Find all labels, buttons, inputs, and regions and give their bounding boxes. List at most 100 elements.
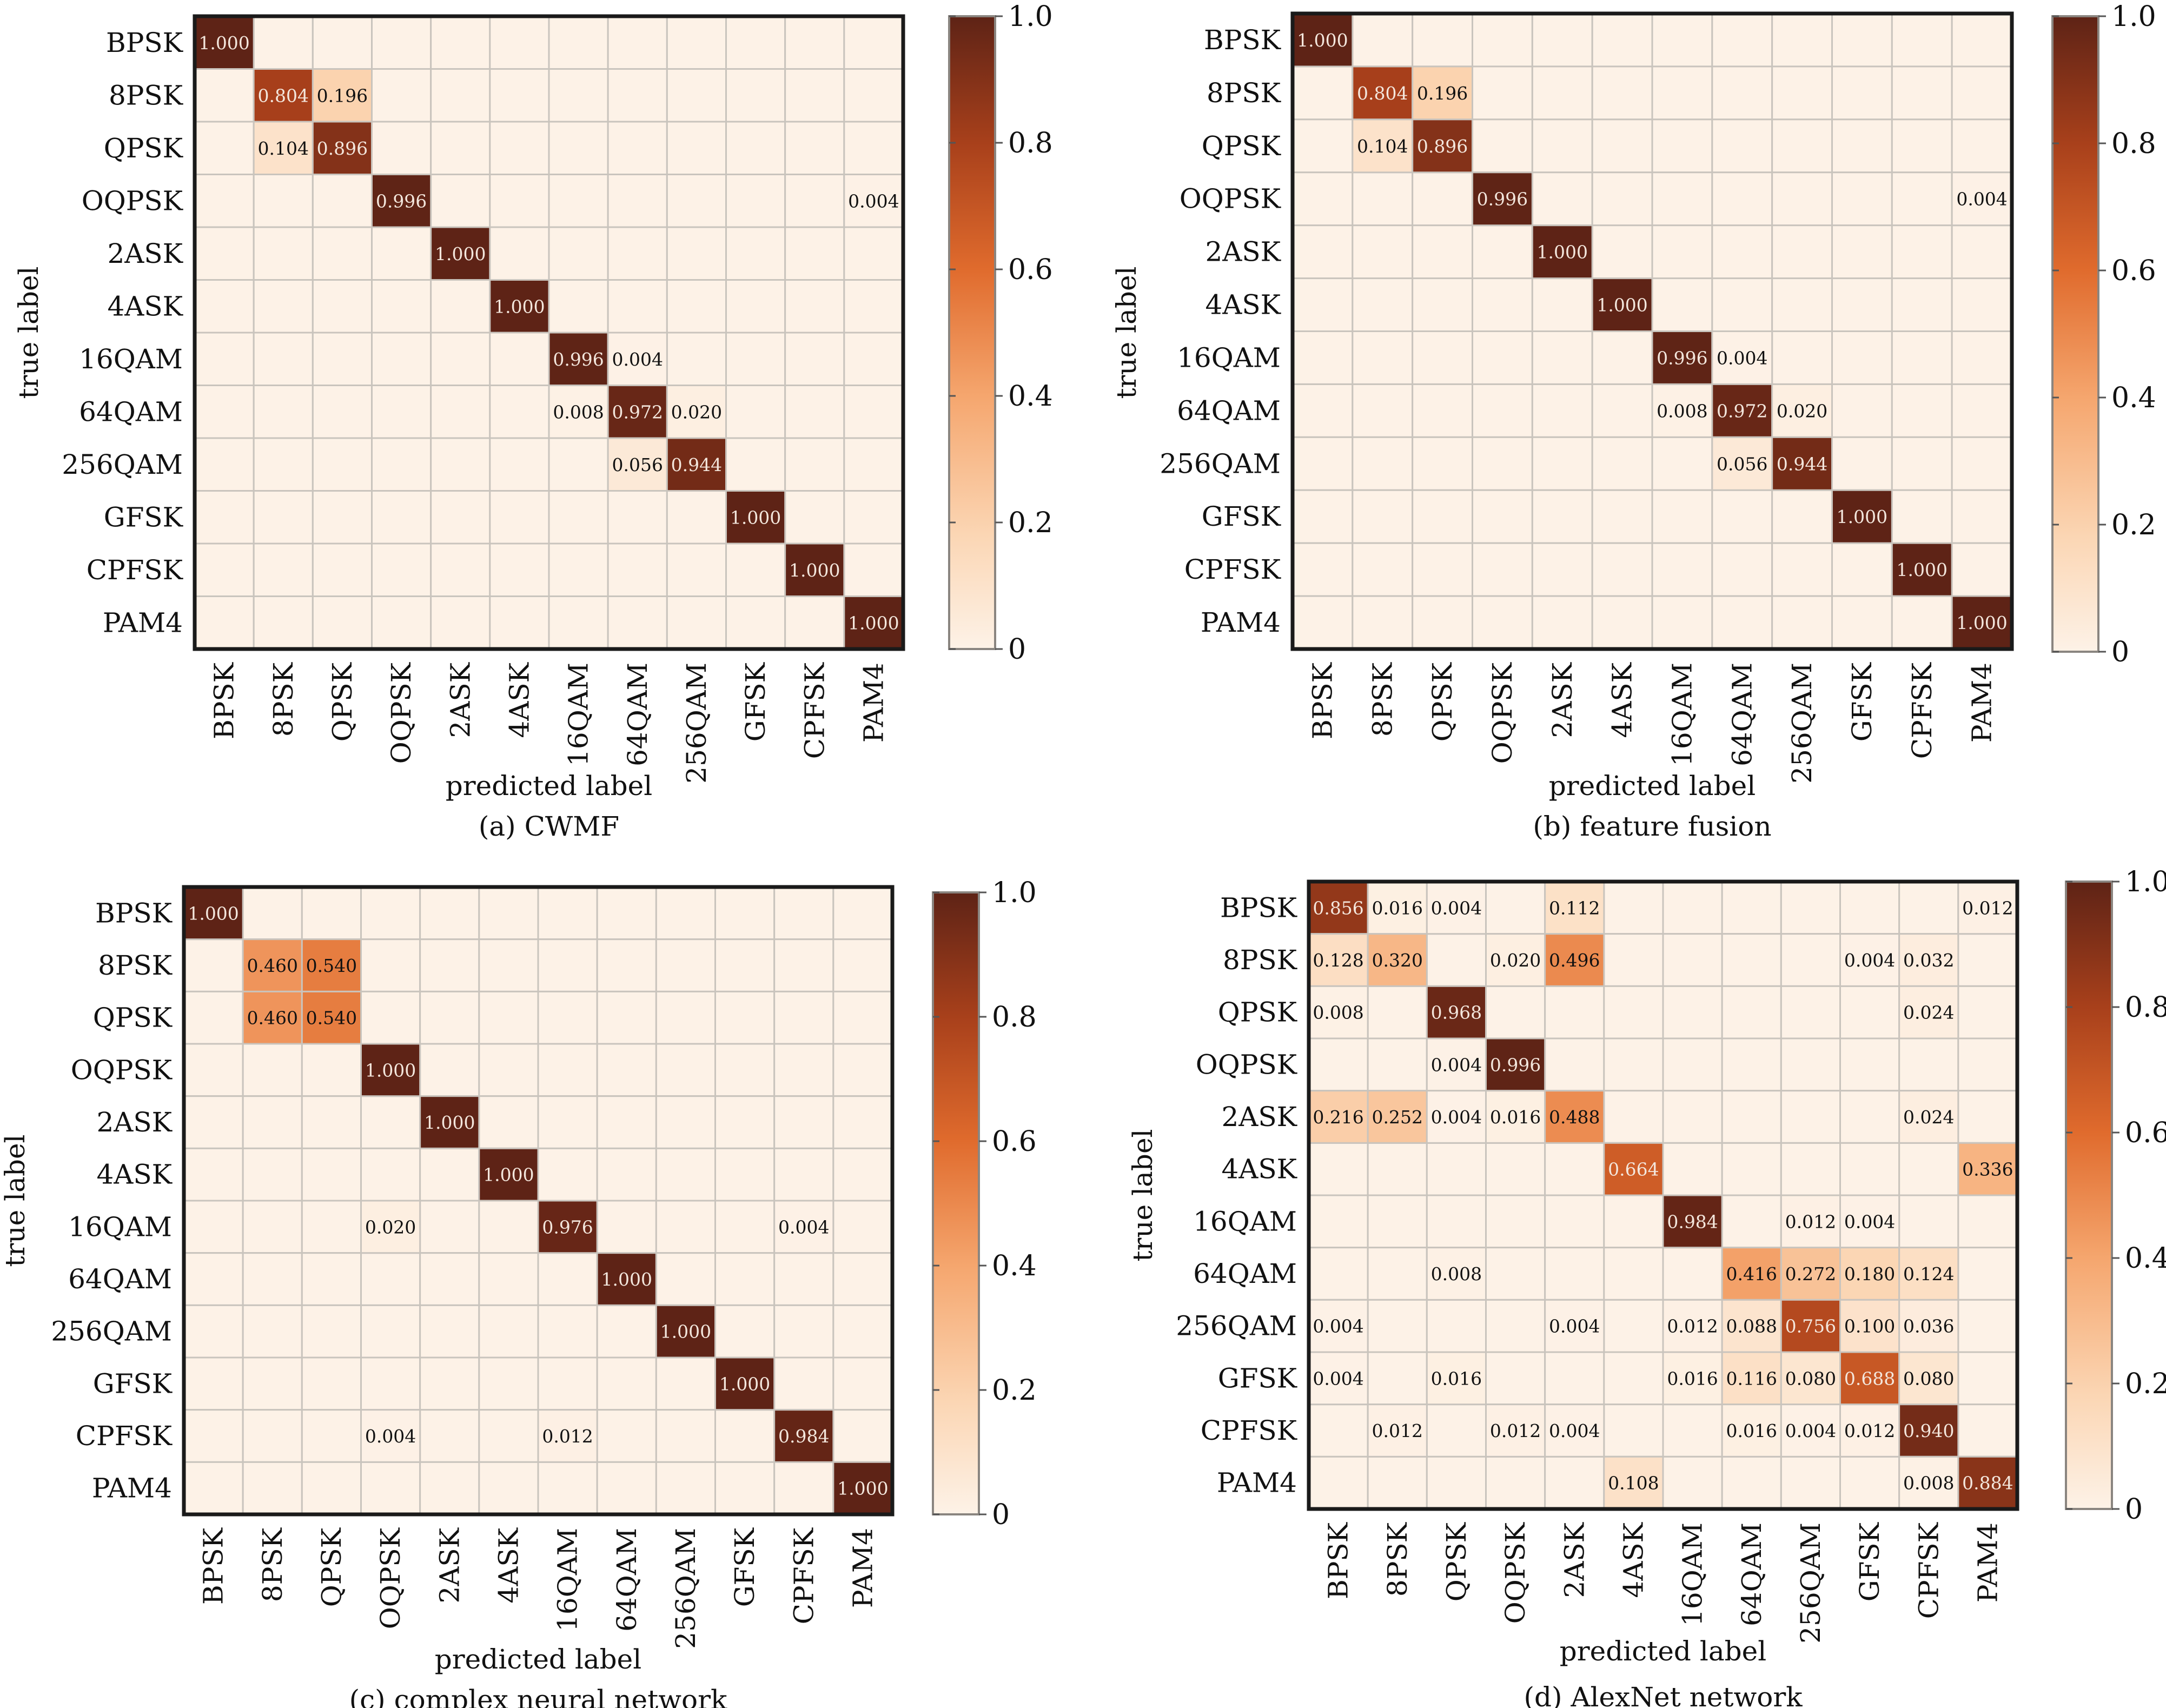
heatmap-cell: [784, 595, 845, 650]
heatmap-cell: [725, 279, 786, 334]
colorbar-tick-label: 0.6: [2125, 1117, 2166, 1149]
heatmap-cell: [843, 332, 904, 386]
heatmap-cell: [242, 1356, 303, 1411]
heatmap-cell: [371, 490, 432, 545]
cell-value-label: 0.004: [365, 1426, 416, 1447]
heatmap-value-cell: [655, 1304, 717, 1359]
heatmap-value-cell: [1780, 1351, 1841, 1406]
heatmap-value-cell: [360, 1409, 421, 1463]
heatmap-cell: [596, 1409, 657, 1463]
heatmap-cell: [832, 1409, 893, 1463]
colorbar-tick-label: 0: [1008, 633, 1026, 666]
heatmap-cell: [784, 68, 845, 123]
heatmap-cell: [194, 542, 255, 597]
heatmap-cell: [1426, 1299, 1487, 1353]
heatmap-cell: [843, 68, 904, 123]
heatmap-cell: [253, 226, 314, 281]
heatmap-cell: [1472, 65, 1533, 121]
cell-value-label: 0.996: [1490, 1054, 1541, 1075]
heatmap-cell: [360, 1147, 421, 1202]
cell-value-label: 0.012: [1962, 897, 2013, 918]
heatmap-cell: [1780, 985, 1841, 1040]
heatmap-value-cell: [1426, 1351, 1487, 1406]
heatmap-cell: [655, 1147, 717, 1202]
heatmap-cell: [1485, 1351, 1546, 1406]
cell-value-label: 0.012: [1785, 1211, 1836, 1232]
cell-value-label: 0.460: [247, 955, 298, 976]
heatmap-cell: [1531, 542, 1593, 597]
heatmap-value-cell: [1662, 1351, 1723, 1406]
heatmap-cell: [1839, 1455, 1900, 1510]
heatmap-cell: [253, 15, 314, 70]
colorbar-tick-label: 0.4: [2125, 1242, 2166, 1275]
y-tick-label: 256QAM: [62, 449, 183, 480]
heatmap-cell: [478, 1043, 539, 1097]
heatmap-cell: [1651, 542, 1713, 597]
heatmap-cell: [1531, 277, 1593, 332]
heatmap-cell: [1603, 1090, 1664, 1144]
cell-value-label: 0.116: [1726, 1368, 1777, 1389]
heatmap-cell: [1957, 1351, 2018, 1406]
heatmap-cell: [419, 990, 480, 1045]
heatmap-cell: [1544, 1455, 1605, 1510]
y-tick-label: 8PSK: [1207, 77, 1282, 109]
heatmap-cell: [1412, 330, 1474, 385]
x-tick-label: 256QAM: [1795, 1522, 1826, 1644]
heatmap-cell: [371, 121, 432, 175]
cell-value-label: 0.336: [1962, 1159, 2013, 1180]
heatmap-cell: [1662, 1455, 1723, 1510]
heatmap-cell: [832, 1095, 893, 1149]
cell-value-label: 0.896: [1417, 136, 1468, 157]
heatmap-value-cell: [301, 990, 362, 1045]
heatmap-cell: [1721, 1455, 1782, 1510]
heatmap-value-cell: [1721, 1351, 1782, 1406]
heatmap-cell: [183, 1461, 244, 1515]
heatmap-cell: [242, 886, 303, 941]
x-tick-label: CPFSK: [1906, 661, 1938, 759]
heatmap-cell: [1352, 595, 1414, 650]
heatmap-value-cell: [1651, 330, 1713, 385]
y-tick-label: OQPSK: [71, 1054, 173, 1085]
cell-value-label: 0.024: [1903, 1107, 1954, 1128]
y-tick-label: OQPSK: [1196, 1049, 1298, 1080]
heatmap-cell: [1951, 489, 2013, 544]
colorbar-tick-label: 1.0: [992, 877, 1037, 909]
cell-value-label: 0.012: [1844, 1420, 1895, 1441]
heatmap-cell: [607, 68, 668, 123]
cell-value-label: 0.056: [1717, 453, 1767, 474]
heatmap-cell: [1721, 1090, 1782, 1144]
heatmap-cell: [312, 542, 373, 597]
y-tick-label: 64QAM: [79, 396, 183, 427]
heatmap-cell: [1651, 277, 1713, 332]
heatmap-cell: [1367, 1299, 1428, 1353]
x-tick-label: 2ASK: [1547, 661, 1578, 738]
heatmap-cell: [183, 938, 244, 992]
heatmap-cell: [430, 385, 491, 439]
x-tick-label: 4ASK: [504, 661, 535, 738]
heatmap-cell: [301, 1147, 362, 1202]
cell-value-label: 0.896: [317, 138, 368, 159]
colorbar-tick-label: 0.6: [2111, 255, 2156, 287]
heatmap-cell: [312, 174, 373, 228]
heatmap-value-cell: [1831, 489, 1893, 544]
cell-value-label: 0.180: [1844, 1263, 1895, 1285]
heatmap-cell: [1485, 1142, 1546, 1196]
y-tick-label: CPFSK: [1184, 554, 1282, 585]
heatmap-cell: [537, 1461, 598, 1515]
heatmap-cell: [1780, 1090, 1841, 1144]
cell-value-label: 0.004: [1313, 1368, 1363, 1389]
heatmap-cell: [832, 1356, 893, 1411]
heatmap-cell: [655, 1200, 717, 1254]
heatmap-cell: [725, 595, 786, 650]
heatmap-cell: [1957, 1247, 2018, 1301]
heatmap-cell: [419, 1461, 480, 1515]
cell-value-label: 0.996: [1657, 347, 1707, 368]
heatmap-cell: [1291, 542, 1354, 597]
heatmap-cell: [1485, 1194, 1546, 1249]
heatmap-cell: [784, 332, 845, 386]
heatmap-cell: [1367, 985, 1428, 1040]
x-tick-label: QPSK: [1427, 661, 1458, 742]
heatmap-value-cell: [537, 1409, 598, 1463]
heatmap-cell: [1898, 1142, 1959, 1196]
heatmap-cell: [596, 1461, 657, 1515]
